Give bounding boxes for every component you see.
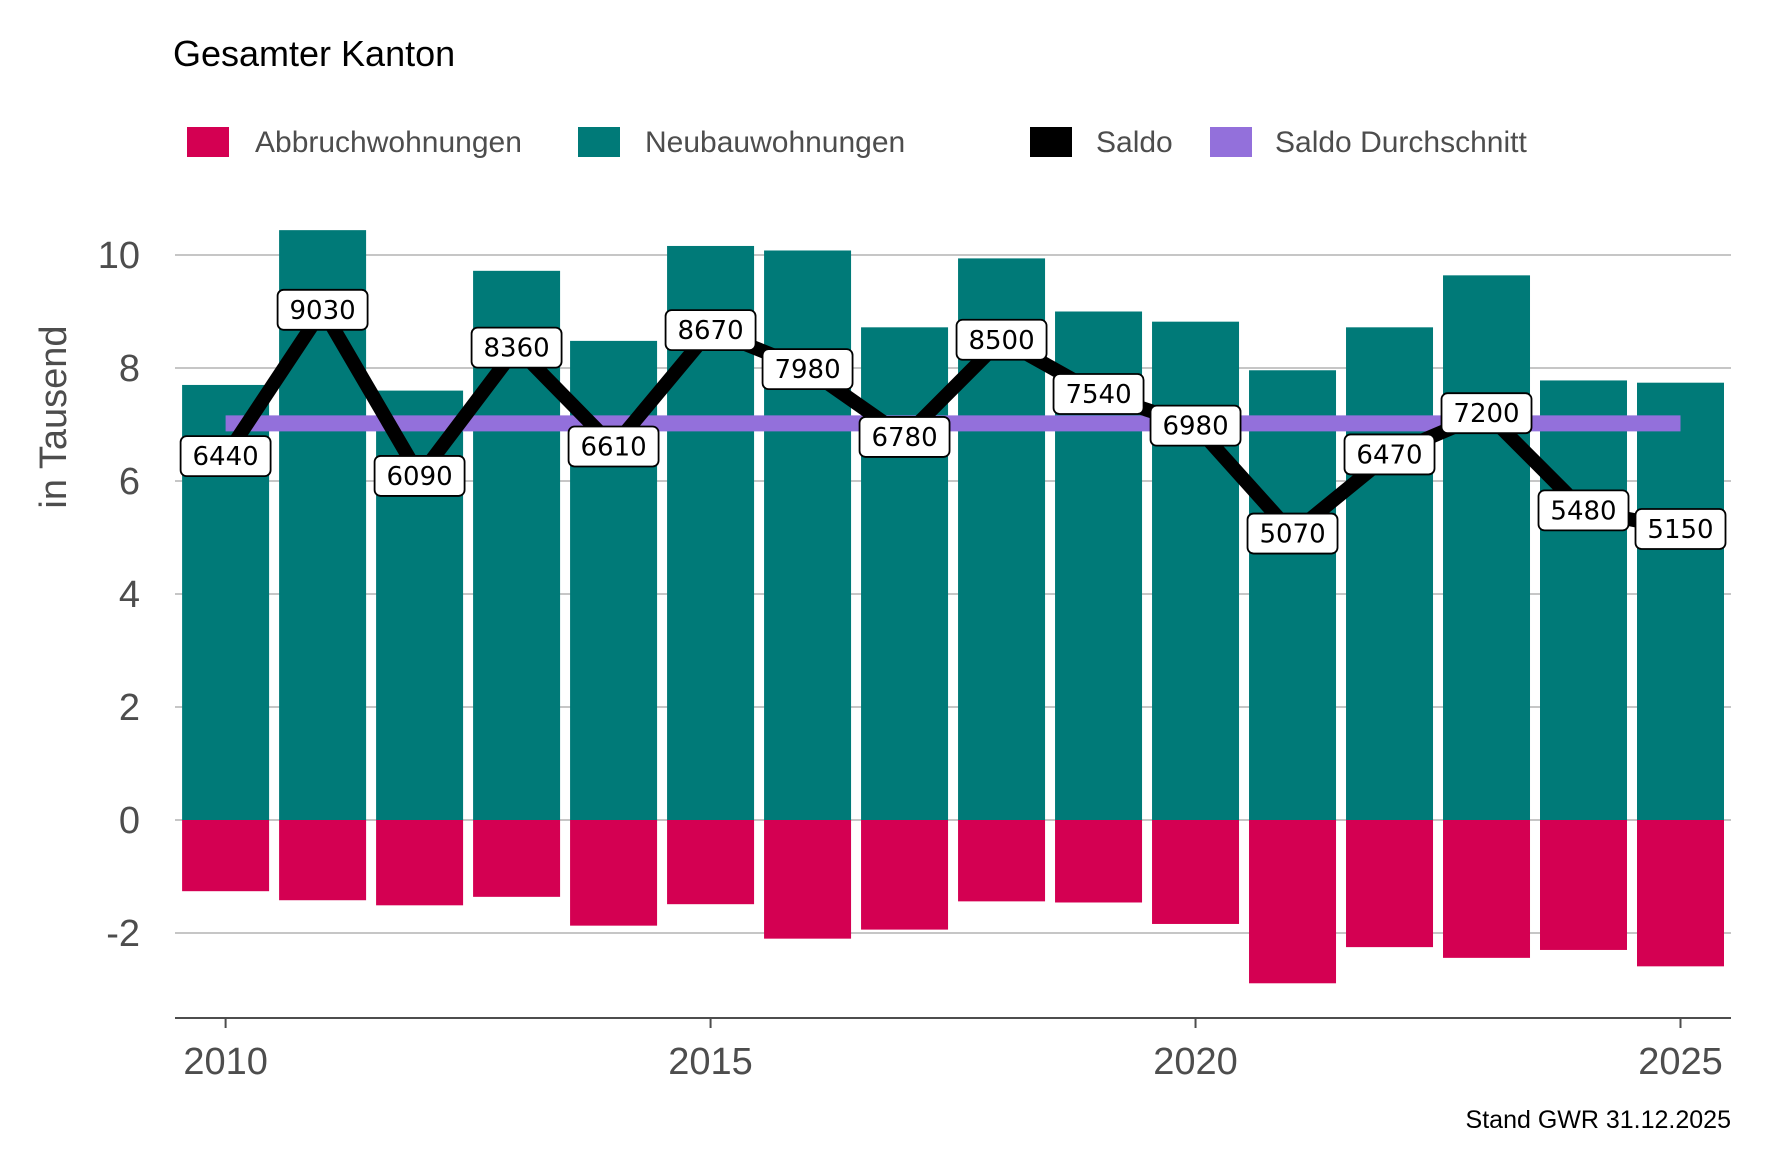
legend-label: Abbruchwohnungen xyxy=(255,126,522,159)
bar-neubauwohnungen xyxy=(1346,327,1434,820)
saldo-label-box xyxy=(1052,373,1145,415)
saldo-label: 7200 xyxy=(1453,399,1519,429)
saldo-label: 5070 xyxy=(1259,520,1325,550)
bar-abbruchwohnungen xyxy=(958,820,1046,902)
y-tick-label: 4 xyxy=(119,574,140,616)
chart-title: Gesamter Kanton xyxy=(173,33,455,74)
bar-neubauwohnungen xyxy=(1637,382,1724,820)
saldo-label-box xyxy=(761,348,854,391)
saldo-label-box xyxy=(1246,512,1339,555)
saldo-label-box xyxy=(470,326,563,369)
saldo-label: 6610 xyxy=(580,433,646,463)
bar-abbruchwohnungen xyxy=(1540,820,1628,950)
saldo-label: 8670 xyxy=(677,316,743,346)
bar-abbruchwohnungen xyxy=(182,820,270,892)
y-tick-label: 2 xyxy=(119,687,140,729)
bar-abbruchwohnungen xyxy=(473,820,561,897)
bar-abbruchwohnungen xyxy=(376,820,464,906)
bar-abbruchwohnungen xyxy=(861,820,949,930)
saldo-label-box xyxy=(955,318,1048,361)
legend-swatch-neubauwohnungen xyxy=(578,127,620,157)
saldo-label-box xyxy=(179,435,272,478)
saldo-label-box xyxy=(858,416,951,458)
saldo-label: 8500 xyxy=(968,326,1034,356)
x-tick-label: 2010 xyxy=(183,1041,268,1083)
bar-abbruchwohnungen xyxy=(764,820,852,939)
legend: Abbruchwohnungen Neubauwohnungen Saldo Sald… xyxy=(187,126,1527,159)
saldo-label: 6440 xyxy=(193,442,259,472)
lines xyxy=(219,302,1682,541)
saldo-label: 5150 xyxy=(1647,515,1713,545)
saldo-label: 8360 xyxy=(483,334,549,364)
legend-swatch-abbruchwohnungen xyxy=(187,127,229,157)
bar-abbruchwohnungen xyxy=(1055,820,1143,903)
saldo-label: 5480 xyxy=(1550,496,1616,526)
bar-abbruchwohnungen xyxy=(1249,820,1337,984)
saldo-label: 7540 xyxy=(1065,380,1131,410)
y-axis-label: in Tausend xyxy=(33,325,75,508)
saldo-label-box xyxy=(664,309,757,352)
saldo-label-box xyxy=(1343,433,1436,476)
saldo-label: 6980 xyxy=(1162,412,1228,442)
saldo-label: 6470 xyxy=(1356,440,1422,470)
x-tick-label: 2025 xyxy=(1638,1041,1723,1083)
saldo-label-box xyxy=(567,425,660,468)
bar-neubauwohnungen xyxy=(1249,370,1337,820)
legend-label: Saldo xyxy=(1096,126,1173,159)
data-labels: 6440 9030 6090 8360 6610 8670 7980 6780 8500 7540… xyxy=(179,288,1727,555)
bar-abbruchwohnungen xyxy=(1443,820,1531,958)
y-tick-label: 10 xyxy=(98,235,140,277)
bar-abbruchwohnungen xyxy=(570,820,658,926)
saldo-label: 9030 xyxy=(290,296,356,326)
bar-abbruchwohnungen xyxy=(279,820,367,901)
saldo-label-box xyxy=(1149,404,1242,447)
y-tick-label: 8 xyxy=(119,348,140,390)
bar-neubauwohnungen xyxy=(1443,275,1531,821)
saldo-label-box xyxy=(1537,489,1630,532)
axes: -2 0 2 4 6 8 10 2010 2015 2020 2025 xyxy=(98,235,1731,1083)
bar-abbruchwohnungen xyxy=(667,820,755,905)
x-tick-label: 2015 xyxy=(668,1041,753,1083)
saldo-line xyxy=(219,302,1682,541)
bars xyxy=(182,230,1724,984)
legend-label: Neubauwohnungen xyxy=(645,126,905,159)
bar-neubauwohnungen xyxy=(1152,321,1240,820)
bar-abbruchwohnungen xyxy=(1152,820,1240,924)
saldo-label-box xyxy=(1440,392,1533,435)
bar-neubauwohnungen xyxy=(376,390,464,820)
legend-swatch-saldo xyxy=(1030,127,1072,157)
bar-neubauwohnungen xyxy=(764,250,852,821)
caption: Stand GWR 31.12.2025 xyxy=(1466,1106,1731,1134)
saldo-label-box xyxy=(373,455,466,497)
saldo-label-box xyxy=(276,288,369,331)
bar-abbruchwohnungen xyxy=(1346,820,1434,948)
saldo-label: 7980 xyxy=(774,355,840,385)
saldo-label-box xyxy=(1634,508,1727,550)
legend-label: Saldo Durchschnitt xyxy=(1275,126,1527,159)
y-tick-label: 6 xyxy=(119,461,140,503)
y-tick-label: 0 xyxy=(119,800,140,842)
saldo-label: 6780 xyxy=(871,423,937,453)
bar-neubauwohnungen xyxy=(1540,380,1628,820)
x-tick-label: 2020 xyxy=(1153,1041,1238,1083)
bar-abbruchwohnungen xyxy=(1637,820,1724,967)
y-tick-label: -2 xyxy=(106,913,140,955)
saldo-label: 6090 xyxy=(387,462,453,492)
legend-swatch-saldo-durchschnitt xyxy=(1210,127,1252,157)
